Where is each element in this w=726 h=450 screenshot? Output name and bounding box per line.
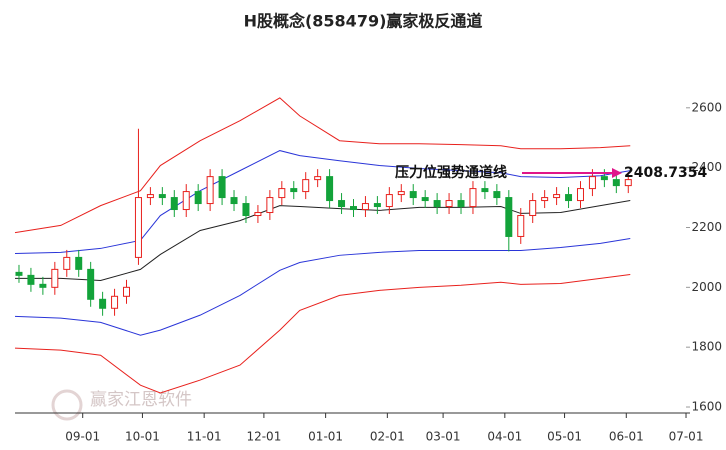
annotation-value: 2408.7354: [624, 165, 708, 181]
x-tick-label: 10-01: [125, 430, 160, 444]
candle-body: [338, 200, 346, 208]
candle-body: [600, 176, 608, 181]
candle-body: [457, 200, 465, 208]
candle-body: [63, 256, 71, 270]
y-tick-label: 2000: [691, 280, 722, 294]
candle-body: [302, 179, 310, 193]
candle-body: [134, 197, 142, 258]
candle-body: [278, 188, 286, 199]
candle-body: [326, 176, 334, 202]
x-tick-label: 04-01: [487, 430, 522, 444]
candle-body: [529, 200, 537, 217]
candle-body: [51, 268, 59, 288]
x-tick-label: 12-01: [246, 430, 281, 444]
candle-body: [505, 197, 513, 237]
candle-body: [349, 206, 357, 211]
candle-body: [373, 203, 381, 208]
x-tick-label: 02-01: [370, 430, 405, 444]
candle-body: [158, 194, 166, 199]
y-tick-label: 2400: [691, 160, 722, 174]
candle-body: [230, 197, 238, 205]
y-tick-label: 2200: [691, 220, 722, 234]
candle-body: [541, 197, 549, 202]
x-tick-label: 01-01: [308, 430, 343, 444]
x-tick-label: 11-01: [187, 430, 222, 444]
candle-body: [553, 194, 561, 199]
candle-body: [182, 191, 190, 211]
arrow-head: [612, 168, 622, 179]
candle-body: [123, 286, 131, 297]
candle-body: [15, 271, 23, 276]
candle-body: [39, 283, 47, 288]
candle-body: [314, 176, 322, 181]
watermark: 赢家江恩软件: [90, 390, 192, 410]
candle-body: [146, 194, 154, 199]
chart-title: H股概念(858479)赢家极反通道: [244, 12, 483, 31]
candle-body: [242, 203, 250, 217]
candle-body: [75, 256, 83, 270]
candle-body: [170, 197, 178, 211]
candle-body: [99, 298, 107, 309]
x-tick-label: 09-01: [65, 430, 100, 444]
candle-body: [421, 197, 429, 202]
band-line: [14, 97, 631, 234]
candle-body: [290, 188, 298, 193]
candle-body: [612, 179, 620, 187]
y-tick-label: 2600: [691, 100, 722, 114]
candle-body: [266, 197, 274, 214]
candle-body: [385, 194, 393, 208]
x-tick-label: 03-01: [426, 430, 461, 444]
candle-body: [111, 295, 119, 309]
band-line: [15, 200, 631, 281]
x-tick-label: 07-01: [669, 430, 704, 444]
band-line: [14, 238, 631, 336]
x-tick-label: 05-01: [547, 430, 582, 444]
y-tick-label: 1800: [691, 340, 722, 354]
annotation-text: 压力位强势通道线: [395, 164, 507, 181]
candle-body: [361, 203, 369, 211]
candle-body: [433, 200, 441, 208]
watermark-logo: [51, 389, 83, 421]
candle-body: [493, 191, 501, 199]
candle-body: [445, 200, 453, 208]
candle-body: [565, 194, 573, 202]
y-tick-label: 1600: [691, 400, 722, 414]
candle-body: [469, 188, 477, 208]
candle-body: [218, 176, 226, 199]
candle-body: [481, 188, 489, 193]
candle-body: [624, 179, 632, 187]
x-tick-label: 06-01: [609, 430, 644, 444]
band-line: [14, 150, 631, 255]
candle-body: [194, 191, 202, 205]
band-line: [14, 273, 631, 394]
candle-body: [254, 212, 262, 217]
candle-body: [409, 191, 417, 199]
candle-body: [397, 191, 405, 196]
candle-body: [576, 188, 584, 202]
candle-body: [87, 268, 95, 300]
candle-body: [206, 176, 214, 205]
candle-body: [517, 215, 525, 237]
candle-body: [588, 176, 596, 190]
candle-body: [27, 274, 35, 285]
